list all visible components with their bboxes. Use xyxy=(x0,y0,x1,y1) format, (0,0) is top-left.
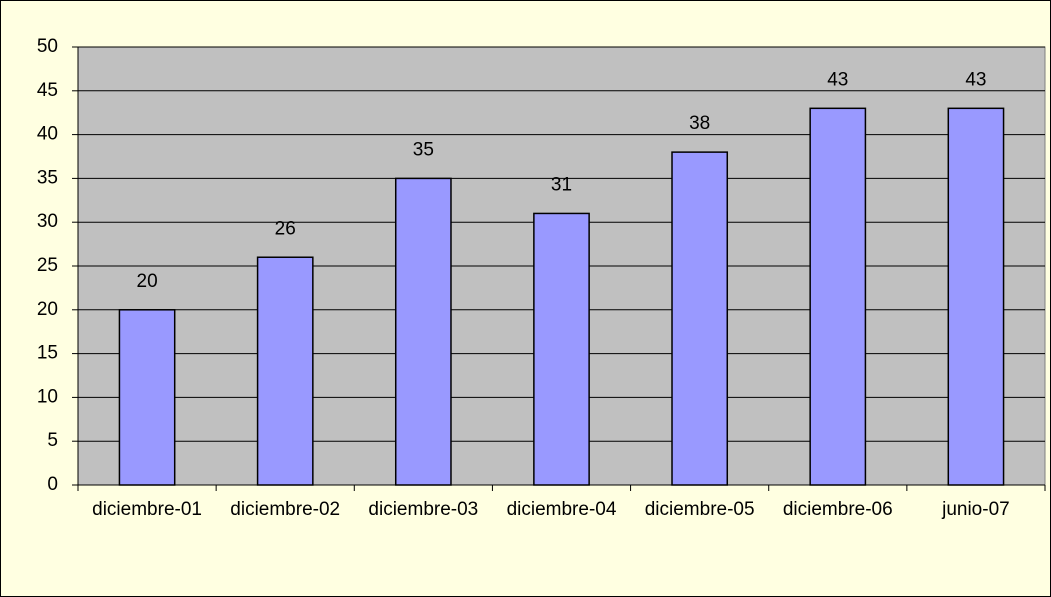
data-label: 43 xyxy=(827,69,848,90)
y-tick-label: 10 xyxy=(37,386,58,407)
data-label: 20 xyxy=(137,271,158,292)
bar xyxy=(256,256,314,486)
data-label: 26 xyxy=(275,218,296,239)
data-label: 35 xyxy=(413,139,434,160)
x-tick-label: diciembre-03 xyxy=(368,499,479,520)
bar xyxy=(118,309,176,486)
y-tick-label: 5 xyxy=(47,430,58,451)
y-tick-label: 15 xyxy=(37,343,58,364)
x-tick-label: junio-07 xyxy=(942,499,1010,520)
y-tick-label: 30 xyxy=(37,211,58,232)
bar xyxy=(809,107,867,486)
y-tick-label: 45 xyxy=(37,80,58,101)
x-tick-label: diciembre-01 xyxy=(92,499,202,520)
y-tick-label: 35 xyxy=(37,167,58,188)
data-label: 38 xyxy=(689,113,710,134)
x-tick-label: diciembre-05 xyxy=(644,499,755,520)
bar xyxy=(671,151,729,486)
data-label: 31 xyxy=(551,174,572,195)
x-tick-label: diciembre-06 xyxy=(782,499,893,520)
bar xyxy=(947,107,1005,486)
bar xyxy=(394,177,452,486)
y-tick-label: 25 xyxy=(37,255,58,276)
y-tick-label: 20 xyxy=(37,299,58,320)
y-tick-label: 40 xyxy=(37,124,58,145)
data-label: 43 xyxy=(965,69,986,90)
x-tick-label: diciembre-04 xyxy=(506,499,617,520)
bar xyxy=(533,212,590,486)
y-tick-label: 0 xyxy=(47,474,58,495)
x-tick-label: diciembre-02 xyxy=(230,499,341,520)
y-tick-label: 50 xyxy=(37,36,58,57)
